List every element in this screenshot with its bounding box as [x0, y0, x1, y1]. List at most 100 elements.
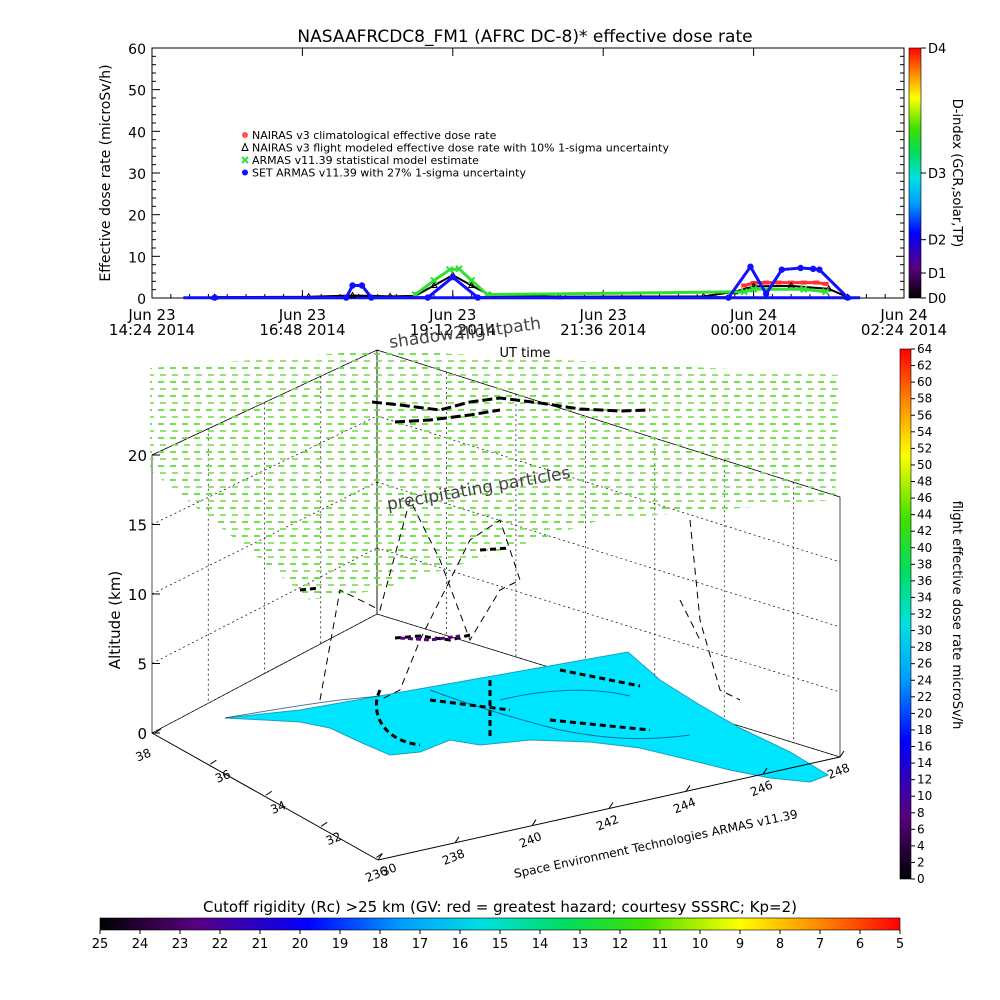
series-point-nairas-flight	[430, 281, 438, 288]
series-point-set-armas	[474, 294, 482, 301]
top-y-tick-label: 50	[128, 84, 146, 100]
lat-tick	[265, 790, 273, 796]
legend-marker	[242, 132, 248, 138]
z-axis-label: Altitude (km)	[106, 571, 124, 669]
d-index-tick-label: D1	[928, 267, 946, 282]
series-point-set-armas	[368, 294, 375, 301]
series-point-set-armas	[844, 294, 851, 301]
rigidity-tick-label: 20	[292, 937, 309, 952]
dose-tick-label: 38	[917, 557, 932, 571]
dose-colorbar-ticks: 0246810121416182022242628303234363840424…	[911, 342, 932, 886]
dose-colorbar	[899, 348, 912, 880]
lat-tick-label: 30	[379, 860, 398, 879]
dose-tick-label: 2	[917, 855, 925, 869]
series-point-nairas-clim	[813, 280, 820, 285]
series-point-nairas-flight	[824, 284, 833, 292]
dose-tick-label: 46	[917, 491, 932, 505]
rigidity-tick-label: 9	[736, 937, 744, 952]
lon-tick	[531, 819, 537, 826]
lon-tick-label: 240	[517, 829, 543, 851]
flight-path-top	[371, 396, 651, 424]
series-point-set-armas	[349, 282, 356, 289]
legend-marker	[241, 156, 249, 164]
series-point-armas-model	[800, 285, 808, 293]
dose-tick-label: 6	[917, 822, 925, 836]
series-point-armas-model	[445, 265, 454, 274]
dose-tick-label: 8	[917, 806, 925, 820]
series-point-nairas-clim	[741, 283, 748, 288]
series-point-set-armas	[762, 290, 770, 298]
top-x-tick-label-date: Jun 24	[879, 306, 927, 324]
lon-tick	[762, 767, 768, 775]
rigidity-tick-label: 5	[896, 937, 904, 952]
dose-tick-label: 28	[917, 640, 932, 654]
lat-tick	[210, 759, 217, 765]
legend-marker	[241, 142, 249, 151]
dose-tick-label: 58	[917, 392, 932, 406]
series-point-set-armas	[725, 294, 732, 301]
rigidity-tick-label: 8	[776, 937, 784, 952]
coastline	[224, 689, 691, 740]
rigidity-tick-label: 24	[132, 937, 149, 952]
rigidity-colorbar	[99, 917, 901, 931]
rigidity-tick-label: 6	[856, 937, 864, 952]
rigidity-tick-label: 11	[652, 937, 669, 952]
top-y-axis: 0 10 20 30 40 50 60	[128, 42, 904, 308]
top-x-tick-label-time: 16:48 2014	[259, 321, 345, 339]
series-point-set-armas	[449, 273, 456, 281]
top-x-tick-label-time: 14:24 2014	[109, 321, 195, 339]
rigidity-tick-label: 25	[92, 937, 109, 952]
lon-tick	[608, 802, 614, 809]
top-y-tick-label: 60	[128, 42, 146, 58]
lon-tick	[685, 785, 691, 792]
rigidity-tick-label: 10	[692, 937, 709, 952]
lat-tick-label: 36	[213, 767, 232, 786]
rigidity-tick-label: 15	[492, 937, 509, 952]
series-point-nairas-flight	[467, 281, 476, 288]
top-ylabel: Effective dose rate (microSv/h)	[98, 64, 114, 281]
series-point-armas-model	[467, 276, 476, 285]
z-tick-label: 20	[128, 447, 147, 465]
rigidity-colorbar-ticks: 25 24 23 22 21 20 19 18 17 16 15 14 13 12 11 10 9 8 7 6 5	[92, 930, 904, 952]
dose-tick-label: 20	[917, 706, 932, 720]
dose-tick-label: 22	[917, 690, 932, 704]
series-point-nairas-clim	[763, 280, 770, 285]
lon-tick	[377, 853, 383, 861]
dose-colorbar-label: flight effective dose rate microSv/h	[949, 501, 964, 730]
series-point-set-armas	[778, 266, 785, 273]
rigidity-tick-label: 12	[612, 937, 629, 952]
dose-tick-label: 60	[917, 375, 932, 389]
cutoff-rigidity-surface	[224, 651, 830, 783]
dose-tick-label: 26	[917, 657, 932, 671]
rigidity-tick-label: 21	[252, 937, 269, 952]
series-point-set-armas	[797, 264, 804, 272]
dose-tick-label: 54	[917, 425, 932, 439]
dose-tick-label: 18	[917, 723, 932, 737]
series-point-nairas-clim	[775, 280, 782, 285]
top-series-group	[183, 263, 861, 301]
lon-tick	[454, 836, 460, 844]
series-point-set-armas	[211, 294, 218, 301]
top-x-tick-label-date: Jun 23	[428, 306, 476, 324]
top-y-tick-label: 20	[128, 209, 146, 225]
z-tick-label: 0	[137, 725, 147, 743]
dose-tick-label: 34	[917, 590, 932, 604]
top-x-tick-label-time: 19:12 2014	[410, 321, 496, 339]
series-point-set-armas	[809, 265, 817, 273]
series-line-3	[214, 263, 849, 300]
z-axis: 0 5 10 15 20	[128, 447, 160, 743]
d-index-ticks: D0 D1 D2 D3 D4	[921, 42, 946, 307]
credit-text: Space Environment Technologies ARMAS v11…	[513, 807, 799, 881]
grid-line-left	[151, 415, 378, 525]
precipitating-particles-cloud	[150, 350, 840, 600]
rigidity-tick-label: 14	[532, 937, 549, 952]
top-x-tick-label-date: Jun 23	[127, 306, 175, 324]
top-x-tick-label-date: Jun 24	[729, 306, 777, 324]
series-point-armas-model	[749, 285, 758, 293]
rigidity-tick-label: 18	[372, 937, 389, 952]
lat-axis-line	[151, 732, 379, 861]
d-index-tick-label: D2	[928, 234, 946, 249]
dose-tick-label: 40	[917, 541, 932, 555]
lon-tick-label: 238	[440, 846, 466, 868]
